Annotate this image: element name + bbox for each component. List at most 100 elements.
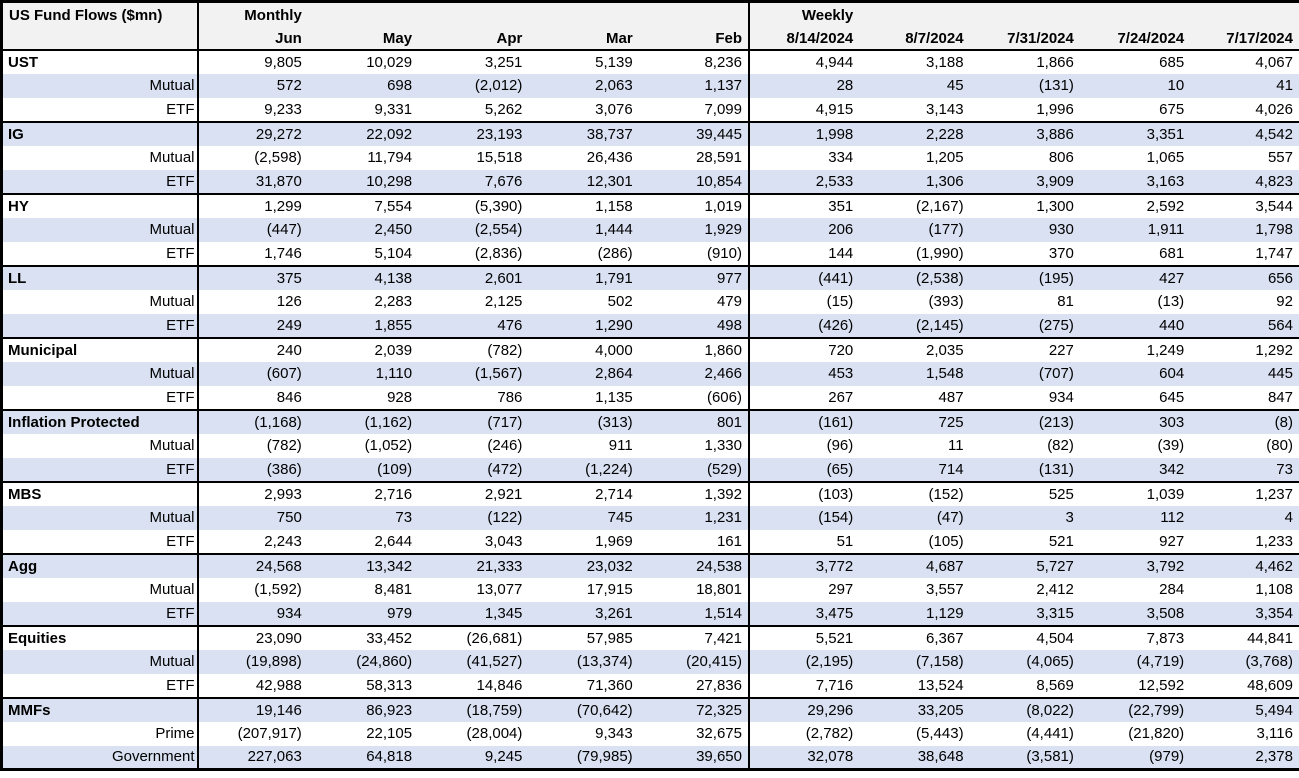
cell-value: 4,504 bbox=[969, 624, 1080, 650]
cell-value: 9,245 bbox=[418, 745, 529, 770]
cell-value: 750 bbox=[197, 505, 308, 530]
cell-value: 1,205 bbox=[926, 149, 964, 166]
cell-value: (4,441) bbox=[1026, 725, 1074, 742]
section-header-weekly: Weekly bbox=[748, 1, 860, 28]
row-label-sub: ETF bbox=[1, 313, 199, 338]
cell-value: 2,601 bbox=[418, 264, 529, 290]
table-header: US Fund Flows ($mn) Monthly Weekly Jun Ma… bbox=[1, 1, 1299, 50]
cell-value: 934 bbox=[197, 601, 308, 626]
cell-value: 525 bbox=[969, 480, 1080, 506]
cell-value: (1,567) bbox=[418, 361, 529, 386]
cell-value: 1,108 bbox=[1255, 581, 1293, 598]
column-header: 8/7/2024 bbox=[859, 27, 970, 50]
cell-value: (472) bbox=[418, 457, 529, 482]
cell-value: (24,860) bbox=[307, 649, 419, 674]
cell-value: 4,067 bbox=[1190, 48, 1299, 74]
cell-value: 3,544 bbox=[1190, 192, 1299, 218]
table-row: MBS 2,993 2,716 2,921 2,714 1,392 (103) (152) 52… bbox=[1, 480, 1299, 506]
cell-value: 23,193 bbox=[418, 120, 529, 146]
row-label-category: Agg bbox=[1, 552, 199, 578]
cell-value: 12,592 bbox=[1138, 676, 1185, 694]
cell-value: 92 bbox=[1276, 293, 1293, 310]
cell-value: 227,063 bbox=[197, 745, 308, 770]
table-row: ETF 31,870 10,298 7,676 12,301 10,854 2,533 1,3… bbox=[1, 169, 1299, 194]
table-row: Inflation Protected (1,168) (1,162) (717) (3… bbox=[1, 408, 1299, 434]
cell-value: 720 bbox=[748, 336, 860, 362]
cell-value: 453 bbox=[748, 361, 860, 386]
row-label-category: Equities bbox=[1, 624, 199, 650]
cell-value: (246) bbox=[487, 437, 523, 454]
cell-value: (3,581) bbox=[969, 745, 1080, 770]
cell-value: (13,374) bbox=[528, 649, 639, 674]
table-row: Mutual (447) 2,450 (2,554) 1,444 1,929 206 (177… bbox=[1, 217, 1299, 242]
row-label-sub: ETF bbox=[1, 169, 199, 194]
cell-value: 4,026 bbox=[1255, 100, 1293, 118]
cell-value: 5,139 bbox=[528, 48, 639, 74]
cell-value: 144 bbox=[828, 244, 854, 262]
cell-value: 7,554 bbox=[307, 192, 419, 218]
row-label-sub: Mutual bbox=[1, 433, 199, 458]
column-header: Feb bbox=[638, 27, 750, 50]
cell-value: 73 bbox=[1190, 457, 1299, 482]
table-row: Prime (207,917) 22,105 (28,004) 9,343 32,675 (… bbox=[1, 721, 1299, 746]
cell-value: 3,076 bbox=[595, 100, 633, 118]
cell-value: (2,195) bbox=[748, 649, 860, 674]
cell-value: (979) bbox=[1079, 745, 1191, 770]
cell-value: (80) bbox=[1266, 437, 1293, 454]
row-label-sub: Prime bbox=[1, 721, 199, 746]
cell-value: 1,860 bbox=[638, 336, 750, 362]
row-label-category: Inflation Protected bbox=[1, 408, 199, 434]
cell-value: 5,262 bbox=[484, 100, 523, 118]
cell-value: 4,000 bbox=[528, 336, 639, 362]
cell-value: 342 bbox=[1079, 457, 1191, 482]
cell-value: (207,917) bbox=[237, 725, 302, 742]
cell-value: 476 bbox=[418, 313, 529, 338]
cell-value: 498 bbox=[638, 313, 750, 338]
table-row: IG 29,272 22,092 23,193 38,737 39,445 1,998 2,2… bbox=[1, 120, 1299, 146]
cell-value: 41 bbox=[1190, 73, 1299, 98]
cell-value: (386) bbox=[197, 457, 308, 482]
table-row: ETF 9,233 9,331 5,262 3,076 7,099 4,915 3,143 1,… bbox=[1, 97, 1299, 122]
cell-value: 13,077 bbox=[476, 581, 523, 598]
row-label-category: IG bbox=[1, 120, 199, 146]
cell-value: (606) bbox=[638, 385, 750, 410]
cell-value: 1,798 bbox=[1190, 217, 1299, 242]
cell-value: 1,065 bbox=[1146, 149, 1185, 166]
cell-value: 1,300 bbox=[969, 192, 1080, 218]
cell-value: 2,716 bbox=[307, 480, 419, 506]
cell-value: 487 bbox=[938, 388, 964, 406]
cell-value: (21,820) bbox=[1128, 725, 1185, 742]
cell-value: 297 bbox=[828, 581, 854, 598]
table-row: Mutual (607) 1,110 (1,567) 2,864 2,466 453 1,54… bbox=[1, 361, 1299, 386]
cell-value: 3,261 bbox=[528, 601, 639, 626]
cell-value: 8,236 bbox=[638, 48, 750, 74]
cell-value: 2,412 bbox=[1036, 581, 1074, 598]
cell-value: 928 bbox=[387, 388, 413, 406]
cell-value: 681 bbox=[1159, 244, 1185, 262]
cell-value: 645 bbox=[1159, 388, 1185, 406]
cell-value: 846 bbox=[276, 388, 302, 406]
cell-value: 4,462 bbox=[1190, 552, 1299, 578]
header-spacer bbox=[307, 1, 750, 28]
row-label-category: MBS bbox=[1, 480, 199, 506]
row-label-sub: Mutual bbox=[1, 145, 199, 170]
cell-value: (1,592) bbox=[254, 581, 302, 598]
cell-value: 3,909 bbox=[969, 169, 1080, 194]
cell-value: (2,538) bbox=[859, 264, 970, 290]
cell-value: 3,351 bbox=[1079, 120, 1191, 146]
row-label-sub: Government bbox=[1, 745, 199, 770]
table-row: ETF (386) (109) (472) (1,224) (529) (65) 714 (13… bbox=[1, 457, 1299, 482]
cell-value: (910) bbox=[638, 241, 750, 266]
cell-value: 1,969 bbox=[595, 532, 633, 550]
cell-value: 4,138 bbox=[307, 264, 419, 290]
cell-value: (529) bbox=[638, 457, 750, 482]
column-header: 7/17/2024 bbox=[1190, 27, 1299, 50]
cell-value: 7,873 bbox=[1079, 624, 1191, 650]
cell-value: 3 bbox=[969, 505, 1080, 530]
cell-value: 11 bbox=[948, 437, 964, 454]
row-label-sub: ETF bbox=[1, 529, 199, 554]
cell-value: (2,145) bbox=[859, 313, 970, 338]
cell-value: 1,019 bbox=[638, 192, 750, 218]
cell-value: (19,898) bbox=[197, 649, 308, 674]
